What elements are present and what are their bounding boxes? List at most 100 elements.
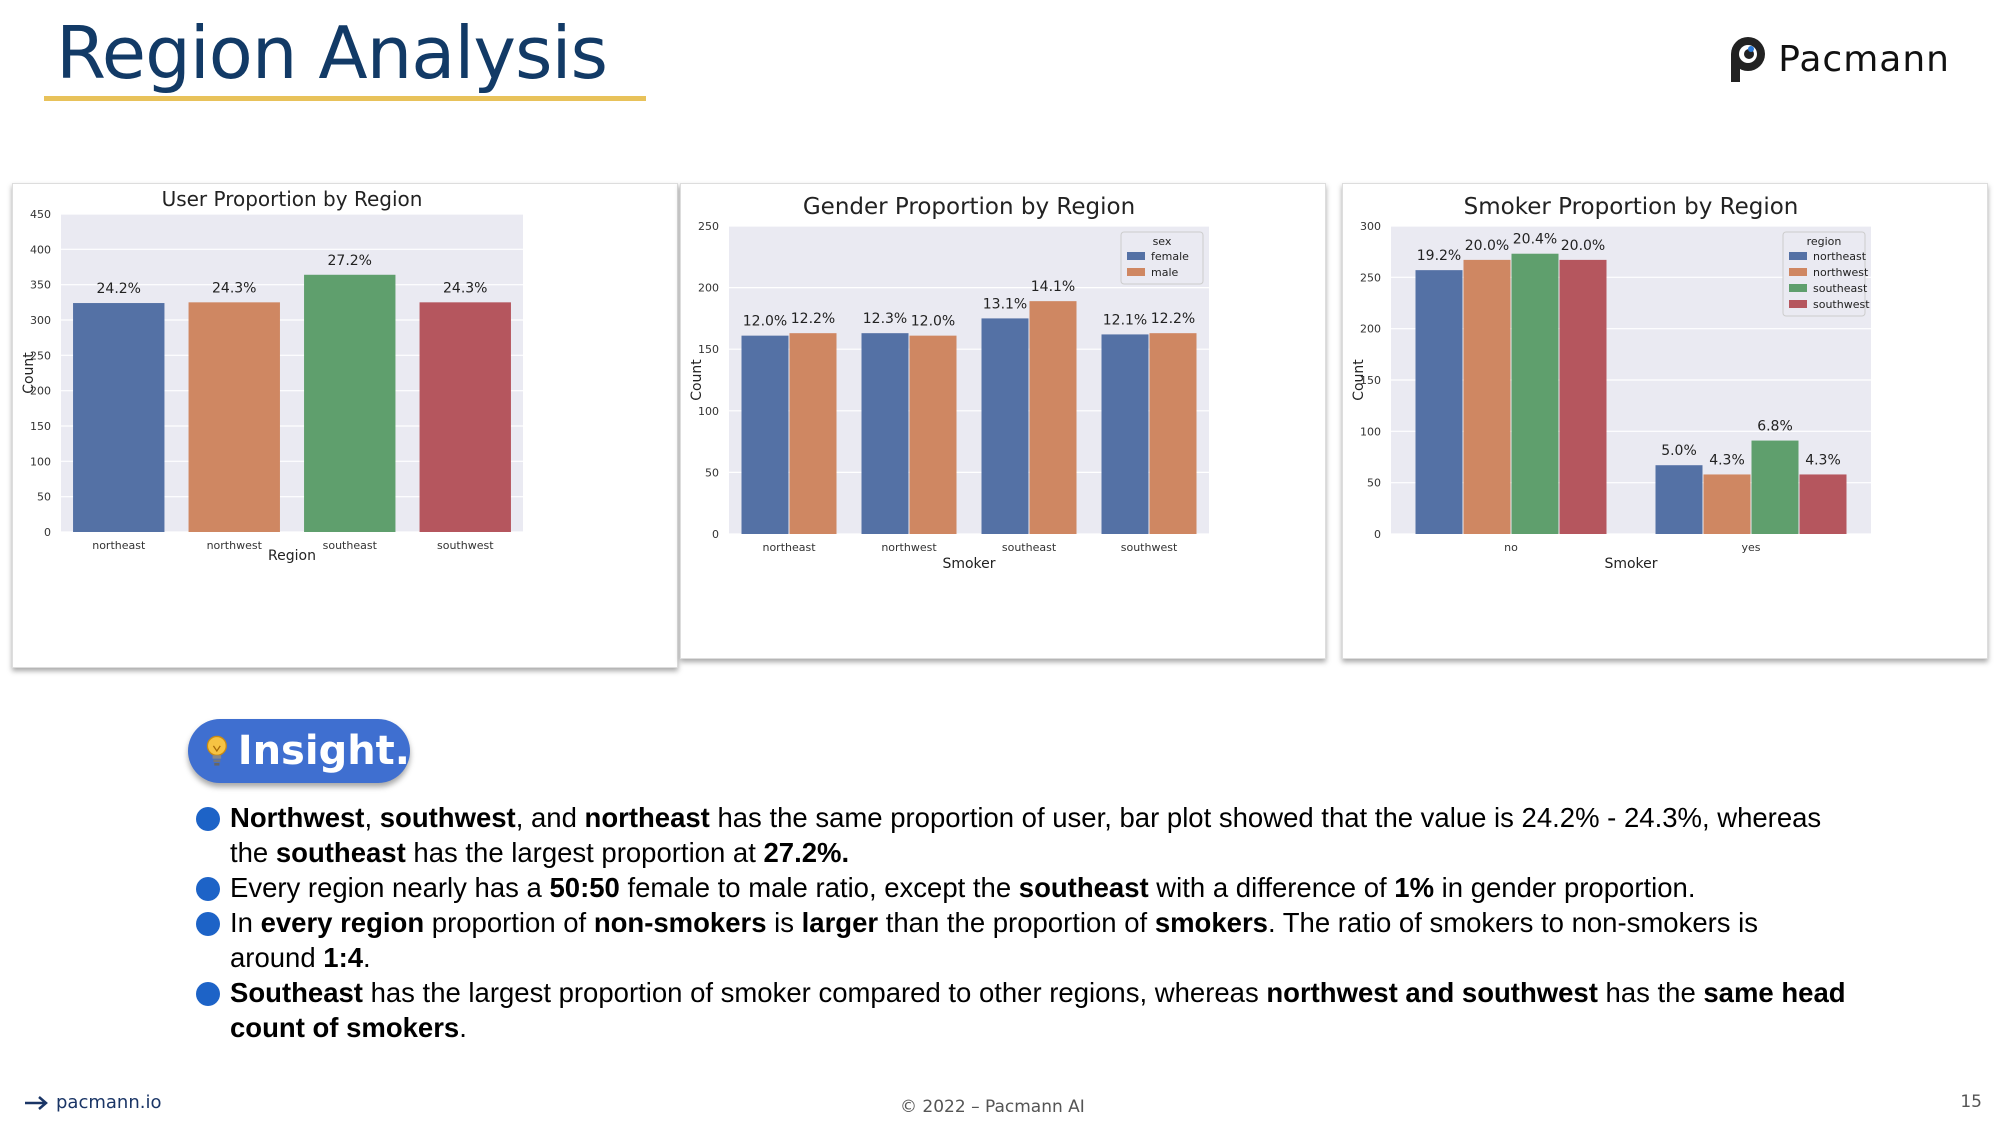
chart-title: Gender Proportion by Region (803, 194, 1135, 220)
bar (1415, 270, 1463, 534)
x-tick-label: northeast (762, 541, 816, 554)
y-tick-label: 50 (705, 466, 719, 479)
insight-text: , and (515, 802, 585, 833)
insight-item: In every region proportion of non-smoker… (190, 905, 1850, 975)
legend-title: sex (1153, 235, 1172, 248)
data-label: 12.3% (863, 311, 907, 327)
insight-text: is (766, 907, 802, 938)
chart-title: User Proportion by Region (162, 187, 423, 211)
bullet-dot-icon (196, 807, 220, 831)
legend-label: female (1151, 250, 1189, 263)
insight-emphasis: 1% (1394, 872, 1435, 903)
bar (789, 333, 837, 534)
title-underline (44, 96, 646, 101)
data-label: 24.3% (212, 280, 256, 296)
insight-emphasis: Northwest (230, 802, 365, 833)
insight-text: in gender proportion. (1434, 872, 1696, 903)
data-label: 4.3% (1709, 452, 1745, 468)
bar (1799, 474, 1847, 534)
legend-label: male (1151, 266, 1179, 279)
insight-emphasis: every region (260, 907, 425, 938)
y-tick-label: 300 (1360, 220, 1381, 233)
insight-emphasis: smokers (1154, 907, 1268, 938)
x-tick-label: southwest (437, 539, 494, 552)
x-axis-label: Region (268, 548, 316, 564)
lightbulb-icon (206, 735, 227, 766)
insight-emphasis: southeast (1018, 872, 1149, 903)
y-tick-label: 450 (30, 208, 51, 221)
insight-item: Every region nearly has a 50:50 female t… (190, 870, 1850, 905)
brand-logo: Pacmann (1728, 34, 1950, 84)
insight-text: In (230, 907, 261, 938)
insight-emphasis: non-smokers (593, 907, 767, 938)
y-axis-label: Count (21, 352, 37, 394)
bar (909, 335, 957, 534)
y-tick-label: 150 (698, 343, 719, 356)
data-label: 12.1% (1103, 312, 1147, 328)
legend-title: region (1807, 235, 1842, 248)
data-label: 20.4% (1513, 232, 1557, 248)
bar (861, 333, 909, 534)
legend-label: northeast (1813, 250, 1867, 263)
y-tick-label: 400 (30, 243, 51, 256)
insight-text: . The ratio of smokers to non-smokers is… (230, 907, 1759, 973)
y-axis-label: Count (1351, 359, 1367, 401)
bar (304, 274, 396, 532)
y-tick-label: 0 (712, 528, 719, 541)
x-tick-label: northwest (881, 541, 937, 554)
x-tick-label: southeast (323, 539, 378, 552)
data-label: 12.2% (1151, 311, 1195, 327)
bar (1463, 259, 1511, 534)
insight-emphasis: Southeast (230, 977, 363, 1008)
smoker-proportion-chart-svg: 0 50 100 150 200 250 300 Smoker Proportion by R… (1351, 194, 1871, 572)
bar (1655, 465, 1703, 534)
user-proportion-chart-svg: 0 50 100 150 200 250 300 350 400 450 User Proporti… (21, 187, 523, 564)
gender-proportion-chart-svg: 0 50 100 150 200 250 Gender Proportion by Regi… (689, 194, 1209, 572)
data-label: 4.3% (1805, 452, 1841, 468)
y-tick-label: 350 (30, 279, 51, 292)
legend-swatch (1789, 300, 1807, 308)
legend-label: southeast (1813, 282, 1868, 295)
footer-link-text[interactable]: pacmann.io (56, 1092, 162, 1113)
legend-label: southwest (1813, 298, 1870, 311)
insight-item: Northwest, southwest, and northeast has … (190, 800, 1850, 870)
insight-text: has the same proportion of user, bar plo… (230, 802, 1822, 868)
insight-text: female to male ratio, except the (619, 872, 1019, 903)
data-label: 14.1% (1031, 279, 1075, 295)
footer-copyright: © 2022 – Pacmann AI (900, 1097, 1085, 1117)
data-label: 20.0% (1561, 238, 1605, 254)
bar (1149, 333, 1197, 534)
y-tick-label: 100 (30, 455, 51, 468)
data-label: 13.1% (983, 296, 1027, 312)
data-label: 27.2% (328, 253, 372, 269)
chart-title: Smoker Proportion by Region (1464, 194, 1799, 220)
bullet-dot-icon (196, 912, 220, 936)
arrow-right-icon (25, 1095, 48, 1110)
insight-list: Northwest, southwest, and northeast has … (190, 800, 1850, 1045)
insight-text: has the (1597, 977, 1704, 1008)
bar (1751, 440, 1799, 534)
insight-item: Southeast has the largest proportion of … (190, 975, 1850, 1045)
logo-text: Pacmann (1778, 38, 1950, 80)
x-tick-label: northwest (207, 539, 263, 552)
bar (1029, 301, 1077, 534)
page-title: Region Analysis (56, 11, 608, 95)
x-axis-label: Smoker (1604, 556, 1657, 572)
footer-link[interactable]: pacmann.io (24, 1092, 161, 1113)
bar (1703, 474, 1751, 534)
data-label: 12.2% (791, 311, 835, 327)
y-tick-label: 250 (1360, 271, 1381, 284)
legend-swatch (1789, 268, 1807, 276)
insight-text: proportion of (424, 907, 594, 938)
page-number: 15 (1960, 1092, 1982, 1112)
bar (741, 335, 789, 534)
insight-emphasis: larger (801, 907, 879, 938)
y-tick-label: 200 (1360, 323, 1381, 336)
x-tick-label: northeast (92, 539, 146, 552)
bar (73, 303, 165, 532)
insight-text: than the proportion of (878, 907, 1155, 938)
data-label: 19.2% (1417, 248, 1461, 264)
y-tick-label: 300 (30, 314, 51, 327)
bar (1511, 253, 1559, 534)
y-tick-label: 0 (1374, 528, 1381, 541)
